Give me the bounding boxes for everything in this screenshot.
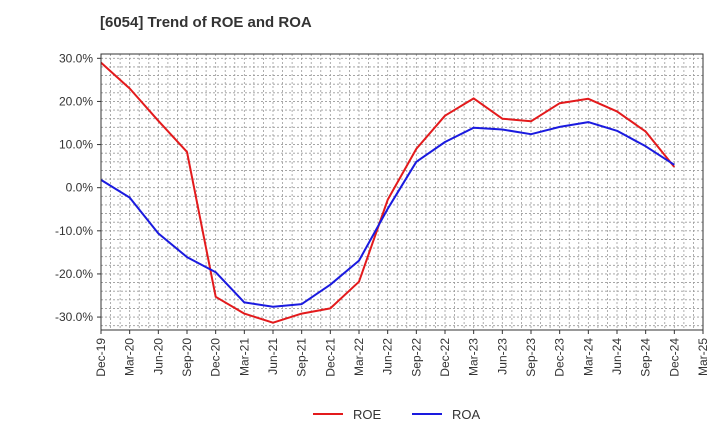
x-tick-label: Sep-22 (409, 338, 423, 377)
x-tick-label: Mar-22 (352, 338, 366, 376)
x-tick-label: Sep-23 (524, 338, 538, 377)
x-tick-label: Dec-24 (667, 338, 681, 377)
x-tick-label: Dec-23 (553, 338, 567, 377)
legend-label-roa: ROA (452, 407, 481, 422)
y-tick-label: 20.0% (59, 94, 93, 108)
x-tick-label: Mar-21 (237, 338, 251, 376)
y-tick-label: 0.0% (66, 181, 94, 195)
x-tick-label: Dec-20 (209, 338, 223, 377)
x-tick-label: Mar-25 (696, 338, 710, 376)
x-tick-label: Sep-20 (180, 338, 194, 377)
y-tick-label: -20.0% (55, 267, 93, 281)
x-tick-label: Dec-19 (94, 338, 108, 377)
series-layer (100, 61, 676, 324)
x-tick-label: Dec-21 (323, 338, 337, 377)
x-tick-label: Jun-22 (381, 338, 395, 375)
x-axis: Dec-19 Mar-20 Jun-20 Sep-20 Dec-20 Mar-21 Jun-… (94, 330, 710, 377)
legend: ROE ROA (313, 407, 481, 422)
x-tick-label: Sep-21 (295, 338, 309, 377)
plot-frame (100, 53, 704, 331)
y-tick-label: 30.0% (59, 51, 93, 65)
x-tick-label: Jun-23 (495, 338, 509, 375)
series-line-roa (100, 121, 675, 308)
x-tick-label: Jun-24 (610, 338, 624, 375)
x-tick-label: Dec-22 (438, 338, 452, 377)
grid-layer (101, 54, 703, 330)
legend-label-roe: ROE (353, 407, 382, 422)
y-axis: 30.0% 20.0% 10.0% 0.0% -10.0% -20.0% -30.0% (55, 51, 101, 324)
x-tick-label: Jun-20 (151, 338, 165, 375)
x-tick-label: Sep-24 (639, 338, 653, 377)
chart-title: [6054] Trend of ROE and ROA (100, 14, 312, 31)
series-line-roe (100, 61, 676, 324)
x-tick-label: Mar-23 (467, 338, 481, 376)
y-tick-label: 10.0% (59, 138, 93, 152)
x-tick-label: Mar-24 (581, 338, 595, 376)
y-tick-label: -30.0% (55, 310, 93, 324)
y-tick-label: -10.0% (55, 224, 93, 238)
x-tick-label: Mar-20 (123, 338, 137, 376)
x-tick-label: Jun-21 (266, 338, 280, 375)
